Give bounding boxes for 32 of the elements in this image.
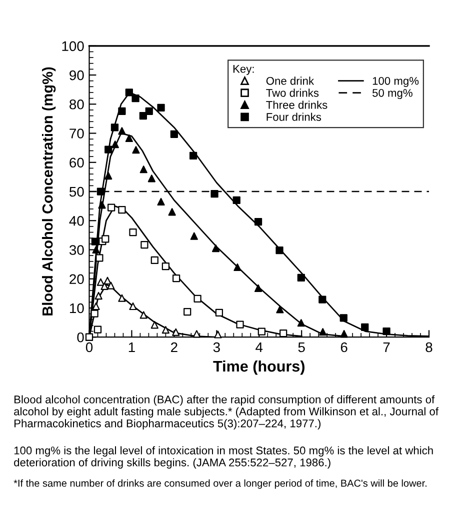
legend-label: One drink — [266, 76, 314, 85]
y-tick-label: 80 — [70, 99, 84, 110]
y-tick-label: 50 — [69, 186, 84, 197]
legend-label: 100 mg% — [372, 76, 419, 88]
x-tick-label: 0 — [86, 342, 93, 352]
y-axis-title: Blood Alcohol Concentration (mg%) — [42, 67, 56, 316]
text: Blood alcohol concentration (BAC) after the rapid consumption of different amounts of alcohol by eight adult fasting male subjects.* (Adapted from Wilkinson et al., Journal of Pharmacokinetics and Biopharmaceutics 5(3):207–224, 1977.) — [14, 395, 439, 430]
legend-label: Four drinks — [266, 112, 322, 121]
text: *If the same number of drinks are consumed over a longer period of time, BAC's will be lower. — [14, 479, 426, 489]
y-tick-label: 70 — [70, 128, 84, 138]
y-tick-label: 10 — [70, 303, 84, 314]
legend-label: Three drinks — [266, 100, 328, 109]
x-tick-label: 3 — [213, 342, 220, 352]
y-tick-label: 40 — [69, 216, 84, 226]
x-tick-label: 2 — [171, 342, 178, 352]
y-tick-label: 30 — [69, 245, 84, 255]
x-tick-label: 8 — [426, 342, 432, 352]
x-tick-label: 4 — [256, 342, 263, 352]
legend-title: Key: — [233, 65, 254, 75]
x-axis-title: Time (hours) — [213, 360, 304, 375]
text: 100 mg% is the legal level of intoxication in most States. 50 mg% is the level at which deterioration of driving skills begins. (JAMA 255:522–527, 1986.) — [14, 446, 433, 469]
x-tick-label: 6 — [340, 342, 348, 352]
y-tick-label: 20 — [70, 274, 84, 284]
x-tick-label: 1 — [128, 342, 135, 352]
x-tick-label: 7 — [383, 342, 390, 352]
legend-label: 50 mg% — [372, 88, 412, 100]
y-tick-label: 90 — [70, 70, 84, 80]
y-tick-label: 60 — [70, 158, 84, 168]
legend-label: Two drinks — [266, 88, 319, 97]
x-tick-label: 5 — [298, 342, 305, 352]
y-tick-label: 0 — [77, 332, 84, 342]
y-tick-label: 100 — [62, 41, 84, 52]
